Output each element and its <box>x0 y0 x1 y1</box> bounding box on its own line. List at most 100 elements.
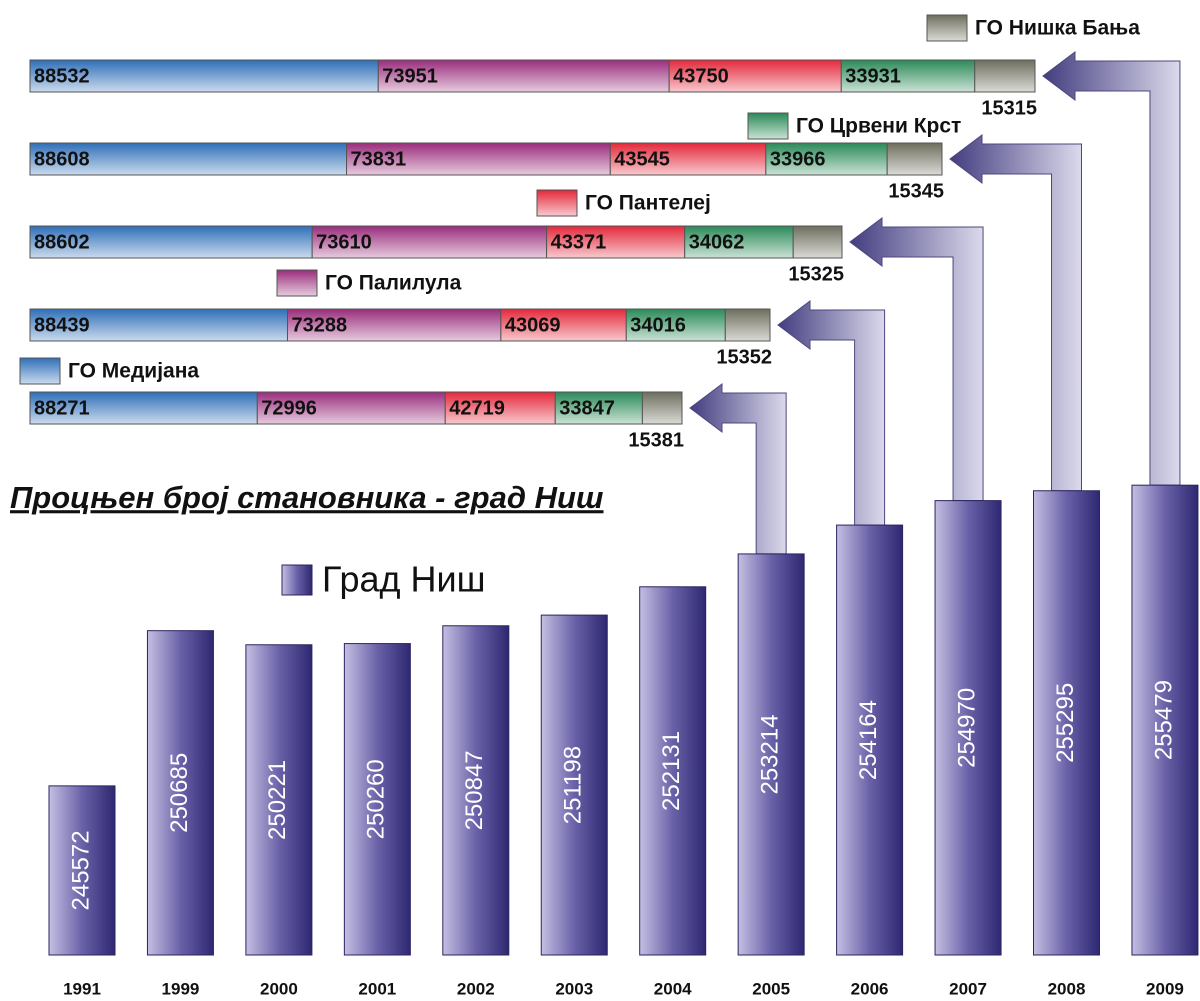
bar <box>737 553 805 956</box>
value-label: 254164 <box>855 700 882 780</box>
bar <box>836 524 904 956</box>
arrow <box>777 300 886 526</box>
value-label: 254970 <box>953 688 980 768</box>
segment-label: 73951 <box>382 65 438 87</box>
legend-swatch <box>276 269 318 297</box>
bar-segment <box>286 308 502 342</box>
segment-label: 15381 <box>628 429 684 451</box>
legend-swatch <box>19 357 61 385</box>
legend-label: ГО Пантелеј <box>585 192 711 215</box>
segment-label: 43371 <box>551 231 607 253</box>
value-label: 252131 <box>658 731 685 811</box>
bar <box>934 500 1002 956</box>
x-tick-label: 2000 <box>260 979 298 998</box>
bar <box>343 643 411 956</box>
segment-label: 88602 <box>34 231 90 253</box>
segment-label: 15352 <box>716 346 772 368</box>
bar-segment <box>377 59 670 93</box>
bar-segment <box>840 59 976 93</box>
bar <box>1033 490 1100 956</box>
bar-segment <box>444 391 556 425</box>
bar-segment <box>29 142 348 176</box>
value-label: 250221 <box>264 760 291 840</box>
value-label: 250260 <box>363 759 390 839</box>
bar-segment <box>668 59 842 93</box>
segment-label: 88271 <box>34 397 90 419</box>
bar-segment <box>554 391 643 425</box>
bar-segment <box>29 59 379 93</box>
value-label: 255479 <box>1150 680 1177 760</box>
arrow <box>689 383 787 555</box>
chart-title: Процњен број становника - град Ниш <box>10 480 604 515</box>
x-tick-label: 2001 <box>358 979 396 998</box>
x-tick-label: 2006 <box>851 979 889 998</box>
bar-segment <box>684 225 794 259</box>
segment-label: 43545 <box>614 148 670 170</box>
bar <box>48 785 116 956</box>
legend-swatch <box>926 14 968 42</box>
bar-segment <box>886 142 943 176</box>
x-tick-label: 2005 <box>752 979 790 998</box>
segment-label: 43750 <box>673 65 729 87</box>
bar-segment <box>609 142 767 176</box>
segment-label: 15345 <box>888 180 944 202</box>
segment-label: 73831 <box>351 148 407 170</box>
x-tick-label: 2009 <box>1146 979 1184 998</box>
bar-segment <box>724 308 771 342</box>
bar <box>639 586 707 956</box>
segment-label: 15315 <box>981 97 1037 119</box>
bar <box>1131 484 1199 956</box>
arrow <box>949 134 1082 492</box>
segment-label: 88532 <box>34 65 90 87</box>
bar-segment <box>641 391 683 425</box>
x-tick-label: 2008 <box>1048 979 1086 998</box>
value-label: 250847 <box>461 750 488 830</box>
segment-label: 73610 <box>316 231 372 253</box>
value-label: 253214 <box>756 714 783 794</box>
legend-label: Град Ниш <box>322 559 486 600</box>
bar-segment <box>346 142 611 176</box>
segment-label: 34062 <box>689 231 745 253</box>
segment-label: 43069 <box>505 314 561 336</box>
arrows <box>689 51 1181 555</box>
segment-label: 33931 <box>845 65 901 87</box>
legend-label: ГО Нишка Бања <box>975 17 1140 40</box>
bar-segment <box>765 142 888 176</box>
bar-segment <box>792 225 843 259</box>
x-tick-label: 2003 <box>555 979 593 998</box>
x-tick-label: 2007 <box>949 979 987 998</box>
legend-label: ГО Медијана <box>68 360 199 383</box>
value-label: 255295 <box>1052 683 1079 763</box>
value-label: 245572 <box>67 830 94 910</box>
value-label: 251198 <box>560 746 587 824</box>
segment-label: 88608 <box>34 148 90 170</box>
segment-label: 34016 <box>630 314 686 336</box>
segment-label: 33966 <box>770 148 826 170</box>
segment-label: 73288 <box>291 314 347 336</box>
x-tick-label: 1999 <box>162 979 200 998</box>
bar-segment <box>29 225 313 259</box>
bar-segment <box>29 391 258 425</box>
legend-swatch <box>747 112 789 140</box>
bar <box>442 625 510 956</box>
bar <box>245 644 313 956</box>
bar-segment <box>500 308 627 342</box>
legend-label: ГО Палилула <box>325 272 462 295</box>
segment-label: 33847 <box>559 397 615 419</box>
legend-swatch <box>281 564 313 596</box>
value-label: 250685 <box>166 753 193 833</box>
legend-label: ГО Црвени Крст <box>796 115 961 138</box>
bar <box>540 614 608 956</box>
segment-label: 42719 <box>449 397 505 419</box>
x-tick-label: 2004 <box>654 979 692 998</box>
x-tick-label: 1991 <box>63 979 101 998</box>
x-tick-label: 2002 <box>457 979 495 998</box>
segment-label: 15325 <box>788 263 844 285</box>
bar-segment <box>29 308 288 342</box>
arrow <box>849 217 984 502</box>
bar <box>146 630 214 956</box>
bar-segment <box>974 59 1036 93</box>
segment-label: 88439 <box>34 314 90 336</box>
arrow <box>1042 51 1181 486</box>
